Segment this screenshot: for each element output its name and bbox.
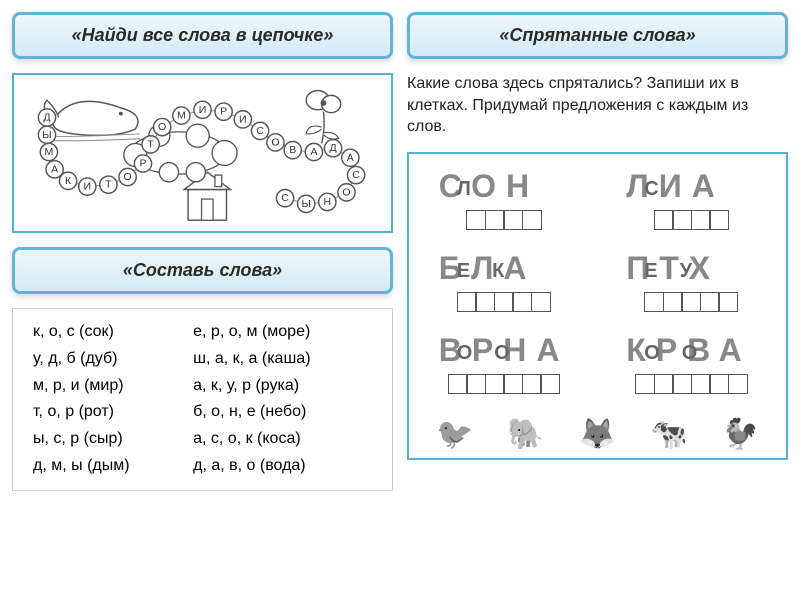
svg-text:Т: Т [147,138,154,150]
whale-drawing [44,100,140,141]
svg-text:О: О [271,136,279,148]
make-words-cell: а, к, у, р (рука) [187,373,378,400]
hidden-word-item: ЛИАС [607,166,777,230]
answer-cells[interactable] [635,374,748,394]
answer-cells[interactable] [448,374,561,394]
svg-text:Ы: Ы [42,129,51,141]
title-hidden: «Спрятанные слова» [407,12,788,59]
svg-text:Т: Т [105,179,112,191]
hidden-word-item: КРВАОО [607,330,777,394]
overlayed-word: ВРНАОО [429,330,579,370]
svg-text:И: И [199,104,207,116]
answer-cells[interactable] [466,210,542,230]
make-words-cell: м, р, и (мир) [27,373,187,400]
svg-text:Ы: Ы [302,198,311,210]
make-words-cell: б, о, н, е (небо) [187,399,378,426]
animal-icon: 🐦 [436,417,473,452]
hidden-words-panel: СОНЛ ЛИАС БЛАЕК ПТХЕУ ВРНАОО КРВАОО 🐦 🐘 🦊 🐄 🐓 [407,152,788,460]
animals-row: 🐦 🐘 🦊 🐄 🐓 [419,404,776,452]
svg-text:М: М [177,110,186,122]
hidden-instruction: Какие слова здесь спрятались? Запиши их … [407,73,788,138]
answer-cells[interactable] [644,292,738,312]
make-words-cell: к, о, с (сок) [27,319,187,346]
flower-drawing [306,91,341,144]
make-words-cell: ш, а, к, а (каша) [187,346,378,373]
chain-puzzle: ДЫМАКИТОРТОМИРИСОВАДАСОНЫС [12,73,393,233]
svg-text:Р: Р [220,106,227,118]
hidden-word-item: БЛАЕК [419,248,589,312]
make-words-panel: к, о, с (сок)е, р, о, м (море)у, д, б (д… [12,308,393,491]
animal-icon: 🦊 [579,417,616,452]
make-words-cell: е, р, о, м (море) [187,319,378,346]
overlayed-word: ПТХЕУ [616,248,766,288]
svg-text:О: О [158,121,166,133]
svg-text:И: И [239,113,247,125]
overlayed-word: БЛАЕК [429,248,579,288]
overlayed-word: СОНЛ [429,166,579,206]
make-words-table: к, о, с (сок)е, р, о, м (море)у, д, б (д… [27,319,378,480]
svg-text:С: С [281,192,289,204]
hidden-word-item: ВРНАОО [419,330,589,394]
answer-cells[interactable] [654,210,730,230]
svg-text:А: А [347,152,355,164]
svg-text:С: С [352,169,360,181]
svg-text:А: А [310,146,318,158]
hidden-word-item: СОНЛ [419,166,589,230]
svg-text:В: В [289,144,296,156]
make-words-cell: у, д, б (дуб) [27,346,187,373]
svg-text:О: О [124,171,132,183]
animal-icon: 🐄 [650,417,687,452]
title-make-words: «Составь слова» [12,247,393,294]
animal-icon: 🐓 [722,417,759,452]
svg-text:Д: Д [329,142,336,154]
title-chain: «Найди все слова в цепочке» [12,12,393,59]
make-words-cell: ы, с, р (сыр) [27,426,187,453]
svg-text:И: И [84,181,92,193]
chain-svg: ДЫМАКИТОРТОМИРИСОВАДАСОНЫС [20,81,385,225]
overlayed-word: КРВАОО [616,330,766,370]
make-words-cell: д, а, в, о (вода) [187,453,378,480]
answer-cells[interactable] [457,292,551,312]
svg-text:С: С [256,125,264,137]
svg-text:М: М [45,146,54,158]
svg-text:Д: Д [43,111,50,123]
make-words-cell: д, м, ы (дым) [27,453,187,480]
svg-text:А: А [51,163,59,175]
svg-text:Р: Р [139,158,146,170]
make-words-cell: а, с, о, к (коса) [187,426,378,453]
animal-icon: 🐘 [507,417,544,452]
hidden-word-item: ПТХЕУ [607,248,777,312]
overlayed-word: ЛИАС [616,166,766,206]
make-words-cell: т, о, р (рот) [27,399,187,426]
svg-text:О: О [342,186,350,198]
svg-text:Н: Н [323,196,331,208]
svg-text:К: К [65,175,72,187]
